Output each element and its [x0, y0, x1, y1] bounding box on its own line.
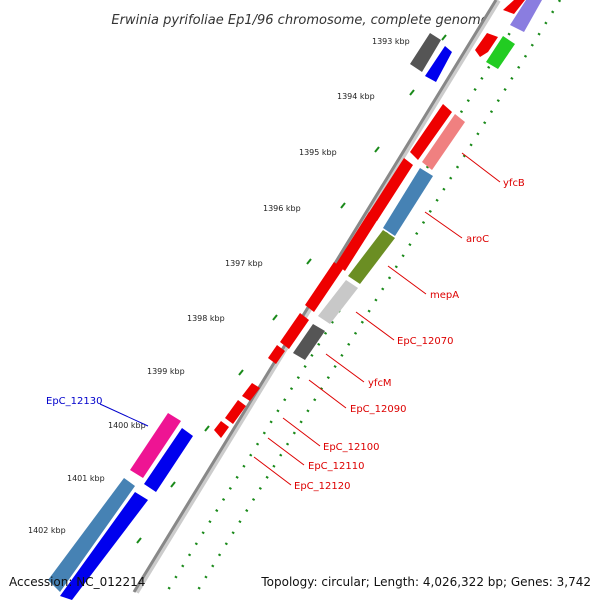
gene-labels: yfcB aroC mepA EpC_12070 yfcM EpC_12090 …: [46, 178, 525, 492]
gene-red-6: [268, 345, 285, 364]
gene-label-yfcB[interactable]: yfcB: [503, 178, 525, 189]
gene-green: [486, 36, 515, 69]
gene-red-big-3: [336, 212, 378, 271]
gene-gray-yfcM: [293, 324, 325, 360]
tick-mark: [204, 425, 210, 432]
tick-label: 1394 kbp: [337, 92, 375, 101]
tick-labels: 1393 kbp 1394 kbp 1395 kbp 1396 kbp 1397…: [28, 37, 410, 535]
leader-lines: [99, 152, 501, 486]
gene-steelblue-aroC: [383, 168, 433, 236]
gene-label-EpC12120[interactable]: EpC_12120: [294, 481, 350, 492]
leader-EpC12130: [99, 403, 149, 427]
tick-label: 1398 kbp: [187, 314, 225, 323]
gene-lightgray-EpC12070: [318, 280, 358, 324]
tick-mark: [272, 314, 278, 321]
leader-mepA: [387, 265, 427, 295]
forward-strand-genes: [48, 0, 542, 600]
tick-label: 1399 kbp: [147, 367, 185, 376]
leader-yfcM: [325, 353, 365, 383]
gene-label-mepA[interactable]: mepA: [430, 290, 459, 301]
reverse-strand-genes: [214, 0, 525, 438]
gene-red-top-2: [475, 33, 498, 57]
tick-label: 1400 kbp: [108, 421, 146, 430]
gene-red-big-2: [368, 158, 413, 221]
gene-lavender-top: [510, 0, 542, 32]
tick-mark: [238, 369, 244, 376]
gene-blue-1393: [425, 46, 452, 82]
tick-label: 1402 kbp: [28, 526, 66, 535]
map-title: Erwinia pyrifoliae Ep1/96 chromosome, co…: [111, 13, 488, 28]
accession-text: Accession: NC_012214: [9, 575, 145, 589]
gene-label-EpC12100[interactable]: EpC_12100: [323, 442, 379, 453]
gene-blue-long-2: [60, 492, 148, 600]
gene-red-big-4: [305, 262, 343, 312]
tick-marks: [136, 34, 447, 544]
leader-EpC12090: [308, 379, 347, 409]
leader-yfcB: [461, 152, 501, 183]
gene-red-8: [225, 400, 246, 424]
gene-salmon-yfcB: [422, 114, 465, 170]
tick-label: 1393 kbp: [372, 37, 410, 46]
tick-label: 1401 kbp: [67, 474, 105, 483]
tick-label: 1397 kbp: [225, 259, 263, 268]
gene-label-EpC12110[interactable]: EpC_12110: [308, 461, 364, 472]
leader-EpC12110: [267, 437, 305, 466]
gene-label-aroC[interactable]: aroC: [466, 234, 489, 245]
leader-aroC: [424, 211, 463, 239]
gene-label-EpC12070[interactable]: EpC_12070: [397, 336, 453, 347]
gene-red-top: [503, 0, 525, 14]
gene-steelblue-long: [48, 478, 135, 592]
gene-label-EpC12090[interactable]: EpC_12090: [350, 404, 406, 415]
leader-EpC12070: [355, 311, 395, 341]
gene-gray-1393: [410, 33, 441, 72]
tick-label: 1395 kbp: [299, 148, 337, 157]
gene-label-yfcM[interactable]: yfcM: [368, 378, 392, 389]
tick-mark: [136, 537, 142, 544]
gene-blue-long-1: [144, 428, 193, 492]
tick-mark: [170, 481, 176, 488]
gene-red-7: [242, 383, 260, 401]
tick-mark: [441, 34, 447, 41]
tick-mark: [374, 146, 380, 153]
summary-text: Topology: circular; Length: 4,026,322 bp…: [260, 575, 591, 589]
leader-EpC12100: [282, 417, 321, 447]
tick-mark: [409, 89, 415, 96]
tick-mark: [340, 202, 346, 209]
gene-label-EpC12130[interactable]: EpC_12130: [46, 396, 102, 407]
gene-red-big-1: [410, 104, 452, 160]
gene-olive-mepA: [348, 230, 395, 284]
gene-red-9: [214, 421, 229, 438]
gene-magenta-EpC12130: [130, 413, 181, 478]
tick-mark: [306, 258, 312, 265]
inner-track: [196, 0, 562, 591]
tick-label: 1396 kbp: [263, 204, 301, 213]
gene-red-5: [280, 313, 309, 349]
leader-EpC12120: [253, 456, 292, 486]
